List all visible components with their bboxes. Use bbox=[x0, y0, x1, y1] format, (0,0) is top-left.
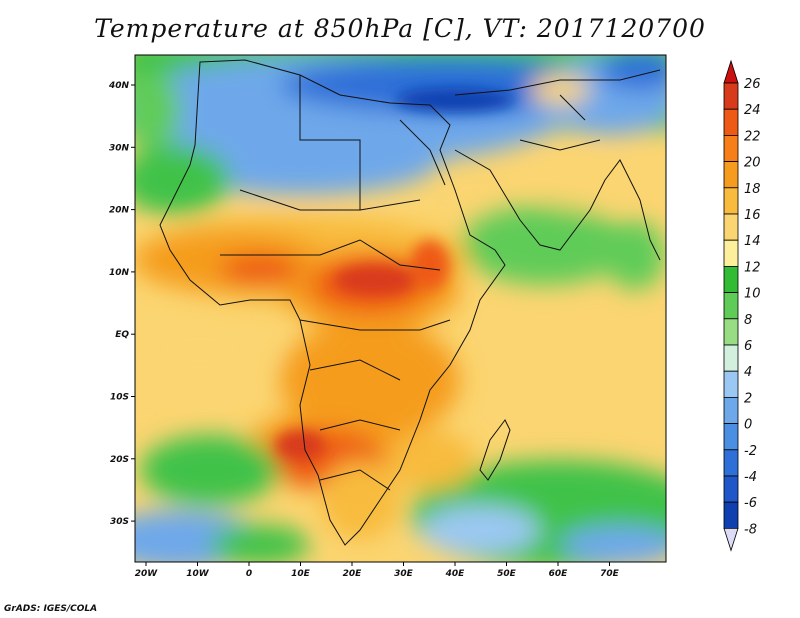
colorbar-swatch bbox=[723, 161, 739, 189]
lon-tick-label: 20W bbox=[135, 569, 159, 579]
lat-tick-label: 10N bbox=[109, 268, 130, 278]
colorbar-swatch bbox=[723, 82, 739, 110]
colorbar-swatch bbox=[723, 187, 739, 215]
colorbar-level-label: -4 bbox=[744, 470, 757, 485]
colorbar-level-label: 24 bbox=[744, 103, 761, 118]
colorbar-swatch bbox=[723, 292, 739, 320]
colorbar-swatch bbox=[723, 108, 739, 136]
colorbar-level-label: 14 bbox=[744, 234, 761, 249]
chart-title: Temperature at 850hPa [C], VT: 201712070… bbox=[94, 14, 706, 43]
lat-tick-label: 30S bbox=[110, 517, 129, 527]
colorbar-level-label: -8 bbox=[744, 522, 757, 537]
colorbar-swatch bbox=[723, 344, 739, 372]
lon-tick-label: 10E bbox=[291, 569, 311, 579]
lon-tick-label: 70E bbox=[600, 569, 620, 579]
colorbar-swatch bbox=[723, 134, 739, 162]
temperature-field bbox=[135, 55, 666, 562]
lon-tick-label: 10W bbox=[186, 569, 210, 579]
colorbar-swatch bbox=[723, 423, 739, 451]
colorbar-top-arrow bbox=[723, 59, 739, 84]
colorbar-swatch bbox=[723, 213, 739, 241]
lat-tick-label: 40N bbox=[108, 81, 130, 91]
colorbar-level-label: 12 bbox=[744, 260, 761, 275]
colorbar-level-label: 18 bbox=[744, 182, 761, 197]
colorbar-level-label: -6 bbox=[744, 496, 757, 511]
lon-tick-label: 20E bbox=[343, 569, 363, 579]
colorbar-swatch bbox=[723, 501, 739, 529]
colorbar-swatch bbox=[723, 396, 739, 424]
colorbar-swatch bbox=[723, 449, 739, 477]
lon-tick-label: 30E bbox=[394, 569, 414, 579]
colorbar-level-label: 16 bbox=[744, 208, 761, 223]
colorbar-level-label: 4 bbox=[744, 365, 752, 380]
lat-tick-label: 20S bbox=[110, 455, 129, 465]
colorbar-level-label: 0 bbox=[744, 418, 752, 433]
colorbar-swatch bbox=[723, 318, 739, 346]
colorbar-level-label: 26 bbox=[744, 77, 761, 92]
colorbar-level-label: 2 bbox=[744, 391, 752, 406]
lat-tick-label: EQ bbox=[115, 330, 129, 340]
colorbar-level-label: 6 bbox=[744, 339, 752, 354]
longitude-axis: 20W 10W 0 10E 20E 30E 40E 50E 60E 70E bbox=[135, 562, 620, 579]
colorbar-level-label: 8 bbox=[744, 313, 752, 328]
lon-tick-label: 60E bbox=[549, 569, 569, 579]
colorbar-level-label: 10 bbox=[744, 287, 761, 302]
colorbar-swatch bbox=[723, 475, 739, 503]
lat-tick-label: 20N bbox=[109, 206, 130, 216]
colorbar-level-label: 20 bbox=[744, 156, 761, 171]
colorbar-bottom-arrow bbox=[723, 528, 739, 552]
lat-tick-label: 10S bbox=[110, 393, 129, 403]
colorbar-level-label: 22 bbox=[744, 129, 761, 144]
lon-tick-label: 50E bbox=[497, 569, 517, 579]
footer-credit: GrADS: IGES/COLA bbox=[4, 604, 98, 614]
colorbar-swatch bbox=[723, 265, 739, 293]
lon-tick-label: 0 bbox=[246, 569, 252, 579]
latitude-axis: 40N 30N 20N 10N EQ 10S 20S 30S bbox=[108, 81, 135, 527]
lon-tick-label: 40E bbox=[445, 569, 466, 579]
colorbar-level-label: -2 bbox=[744, 444, 757, 459]
lat-tick-label: 30N bbox=[109, 143, 130, 153]
colorbar-swatch bbox=[723, 370, 739, 398]
plot-frame bbox=[134, 54, 667, 563]
colorbar-swatch bbox=[723, 239, 739, 267]
